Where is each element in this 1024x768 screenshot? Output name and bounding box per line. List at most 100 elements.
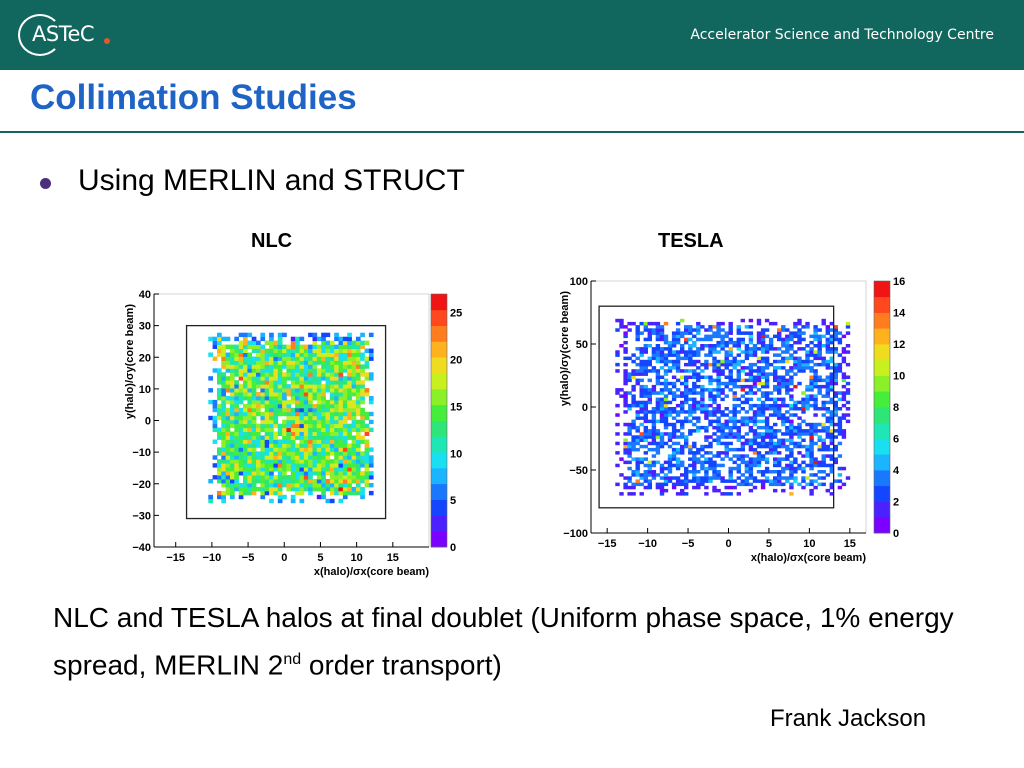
heatmap-cell <box>663 407 669 411</box>
heatmap-cell <box>720 410 725 414</box>
heatmap-cell <box>659 359 665 364</box>
heatmap-cell <box>760 419 766 424</box>
heatmap-cell <box>728 381 733 386</box>
heatmap-cell <box>845 344 851 348</box>
heatmap-cell <box>821 321 826 326</box>
heatmap-cell <box>655 410 661 414</box>
heatmap-cell <box>212 415 218 421</box>
heatmap-cell <box>234 455 239 460</box>
heatmap-cell <box>321 479 326 484</box>
heatmap-cell <box>720 340 725 345</box>
heatmap-cell <box>316 352 322 357</box>
heatmap-cell <box>675 353 681 357</box>
heatmap-cell <box>290 368 296 373</box>
heatmap-cell <box>781 328 786 332</box>
heatmap-cell <box>325 348 331 353</box>
heatmap-cell <box>225 380 231 385</box>
heatmap-cell <box>238 490 244 496</box>
heatmap-cell <box>338 431 344 436</box>
heatmap-cell <box>663 410 669 414</box>
heatmap-cell <box>623 362 628 367</box>
heatmap-cell <box>282 364 287 369</box>
heatmap-cell <box>768 362 774 367</box>
heatmap-cell <box>347 360 352 365</box>
heatmap-cell <box>785 350 790 354</box>
heatmap-cell <box>355 463 361 468</box>
heatmap-cell <box>720 388 725 392</box>
heatmap-cell <box>675 356 681 361</box>
heatmap-cell <box>635 441 640 446</box>
heatmap-cell <box>269 344 274 349</box>
y-tick-label: 30 <box>139 321 151 333</box>
heatmap-cell <box>716 419 721 424</box>
heatmap-cell <box>777 410 782 414</box>
heatmap-cell <box>295 340 300 345</box>
heatmap-cell <box>716 391 721 395</box>
heatmap-cell <box>308 439 313 444</box>
heatmap-cell <box>728 479 733 483</box>
heatmap-cell <box>696 429 701 433</box>
heatmap-cell <box>696 485 701 490</box>
heatmap-cell <box>817 444 822 449</box>
heatmap-cell <box>760 473 766 477</box>
heatmap-cell <box>809 394 814 398</box>
heatmap-cell <box>329 376 335 381</box>
heatmap-cell <box>230 360 235 365</box>
heatmap-cell <box>716 403 721 408</box>
heatmap-cell <box>303 368 309 373</box>
heatmap-cell <box>355 352 361 357</box>
heatmap-cell <box>704 470 709 474</box>
heatmap-cell <box>748 429 754 433</box>
heatmap-cell <box>303 463 309 468</box>
heatmap-cell <box>282 427 287 432</box>
heatmap-cell <box>247 431 253 436</box>
heatmap-cell <box>364 372 370 377</box>
heatmap-cell <box>295 459 300 464</box>
heatmap-cell <box>688 331 693 335</box>
heatmap-cell <box>269 372 274 377</box>
heatmap-cell <box>303 423 309 429</box>
heatmap-cell <box>700 394 705 398</box>
heatmap-cell <box>234 407 239 413</box>
heatmap-cell <box>355 423 361 429</box>
heatmap-cell <box>639 460 644 465</box>
heatmap-cell <box>797 441 802 446</box>
heatmap-cell <box>329 443 335 448</box>
heatmap-cell <box>671 350 677 354</box>
heatmap-cell <box>277 443 283 448</box>
heatmap-cell <box>813 378 818 383</box>
heatmap-cell <box>732 422 737 427</box>
heatmap-cell <box>647 400 652 405</box>
heatmap-cell <box>269 486 274 492</box>
heatmap-cell <box>643 347 648 351</box>
heatmap-cell <box>692 384 697 389</box>
heatmap-cell <box>347 471 352 476</box>
heatmap-cell <box>338 479 344 484</box>
heatmap-cell <box>243 467 248 472</box>
heatmap-cell <box>720 463 725 468</box>
heatmap-cell <box>647 321 652 326</box>
heatmap-cell <box>251 415 257 421</box>
heatmap-cell <box>225 486 231 492</box>
heatmap-cell <box>351 423 357 429</box>
heatmap-cell <box>680 444 685 449</box>
heatmap-cell <box>221 372 226 377</box>
nlc-panel-label: NLC <box>251 230 293 252</box>
heatmap-cell <box>789 425 794 430</box>
heatmap-cell <box>338 415 344 421</box>
heatmap-cell <box>368 399 374 405</box>
heatmap-cell <box>277 340 283 345</box>
heatmap-cell <box>748 397 754 402</box>
heatmap-cell <box>234 479 239 484</box>
heatmap-cell <box>360 340 365 345</box>
heatmap-cell <box>286 486 292 492</box>
heatmap-cell <box>744 372 750 376</box>
heatmap-cell <box>768 403 774 408</box>
heatmap-cell <box>329 380 335 385</box>
heatmap-cell <box>290 463 296 468</box>
heatmap-cell <box>712 359 717 364</box>
heatmap-cell <box>316 396 322 401</box>
heatmap-cell <box>716 350 721 354</box>
heatmap-cell <box>712 350 717 354</box>
heatmap-cell <box>651 435 657 439</box>
